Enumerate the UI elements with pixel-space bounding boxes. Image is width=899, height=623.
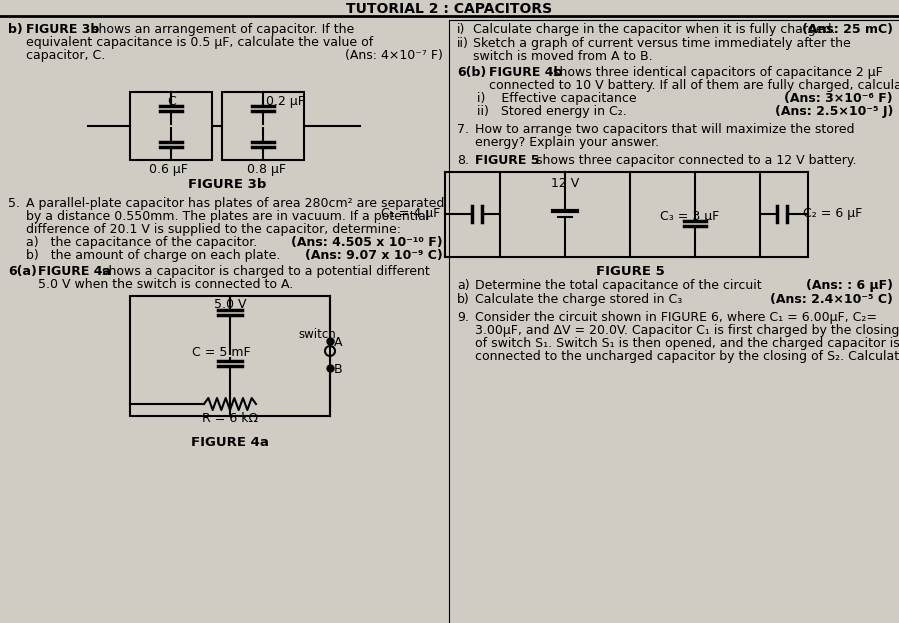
Text: Consider the circuit shown in FIGURE 6, where C₁ = 6.00μF, C₂=: Consider the circuit shown in FIGURE 6, … <box>475 311 877 324</box>
Text: (Ans: 4.505 x 10⁻¹⁰ F): (Ans: 4.505 x 10⁻¹⁰ F) <box>291 236 443 249</box>
Text: C: C <box>167 95 175 108</box>
Text: Calculate the charge stored in C₃: Calculate the charge stored in C₃ <box>475 293 682 306</box>
Text: b)   the amount of charge on each plate.: b) the amount of charge on each plate. <box>26 249 280 262</box>
Text: FIGURE 4b: FIGURE 4b <box>489 66 563 79</box>
Text: FIGURE 3b: FIGURE 3b <box>26 23 99 36</box>
Text: 7.: 7. <box>457 123 469 136</box>
Text: FIGURE 4a: FIGURE 4a <box>191 436 269 449</box>
Text: b): b) <box>457 293 470 306</box>
Text: a): a) <box>457 279 469 292</box>
Text: 8.: 8. <box>457 154 469 167</box>
Text: Determine the total capacitance of the circuit: Determine the total capacitance of the c… <box>475 279 761 292</box>
Text: TUTORIAL 2 : CAPACITORS: TUTORIAL 2 : CAPACITORS <box>346 2 552 16</box>
Text: energy? Explain your answer.: energy? Explain your answer. <box>475 136 659 149</box>
Text: 6(b): 6(b) <box>457 66 486 79</box>
Text: connected to 10 V battery. If all of them are fully charged, calculate: connected to 10 V battery. If all of the… <box>489 79 899 92</box>
Text: (Ans: 9.07 x 10⁻⁹ C): (Ans: 9.07 x 10⁻⁹ C) <box>306 249 443 262</box>
Text: shows a capacitor is charged to a potential different: shows a capacitor is charged to a potent… <box>98 265 430 278</box>
Text: ii)   Stored energy in C₂.: ii) Stored energy in C₂. <box>477 105 627 118</box>
Text: FIGURE 5: FIGURE 5 <box>596 265 664 278</box>
Text: 6(a): 6(a) <box>8 265 37 278</box>
Text: connected to the uncharged capacitor by the closing of S₂. Calculate: connected to the uncharged capacitor by … <box>475 350 899 363</box>
Bar <box>500 172 760 257</box>
Text: 0.2 μF: 0.2 μF <box>266 95 305 108</box>
Text: shows three capacitor connected to a 12 V battery.: shows three capacitor connected to a 12 … <box>532 154 857 167</box>
Text: B: B <box>334 363 343 376</box>
Text: 3.00μF, and ΔV = 20.0V. Capacitor C₁ is first charged by the closing: 3.00μF, and ΔV = 20.0V. Capacitor C₁ is … <box>475 324 899 337</box>
Text: 0.6 μF: 0.6 μF <box>149 163 188 176</box>
Bar <box>130 92 212 160</box>
Text: (Ans: 2.4×10⁻⁵ C): (Ans: 2.4×10⁻⁵ C) <box>770 293 893 306</box>
Text: Calculate charge in the capacitor when it is fully charged.: Calculate charge in the capacitor when i… <box>473 23 835 36</box>
Text: C₂ = 6 μF: C₂ = 6 μF <box>803 207 862 220</box>
Text: C = 5 mF: C = 5 mF <box>192 346 251 359</box>
Text: switch: switch <box>298 328 335 341</box>
Text: equivalent capacitance is 0.5 μF, calculate the value of: equivalent capacitance is 0.5 μF, calcul… <box>26 36 373 49</box>
Text: i)    Effective capacitance: i) Effective capacitance <box>477 92 636 105</box>
Text: R = 6 kΩ: R = 6 kΩ <box>202 412 258 425</box>
Text: (Ans: : 6 μF): (Ans: : 6 μF) <box>806 279 893 292</box>
Text: of switch S₁. Switch S₁ is then opened, and the charged capacitor is: of switch S₁. Switch S₁ is then opened, … <box>475 337 899 350</box>
Text: 5.: 5. <box>8 197 20 210</box>
Text: shows three identical capacitors of capacitance 2 μF: shows three identical capacitors of capa… <box>549 66 883 79</box>
Text: 9.: 9. <box>457 311 469 324</box>
Text: shows an arrangement of capacitor. If the: shows an arrangement of capacitor. If th… <box>88 23 354 36</box>
Text: 0.8 μF: 0.8 μF <box>247 163 286 176</box>
Text: (Ans: 25 mC): (Ans: 25 mC) <box>802 23 893 36</box>
Text: a)   the capacitance of the capacitor.: a) the capacitance of the capacitor. <box>26 236 257 249</box>
Text: (Ans: 2.5×10⁻⁵ J): (Ans: 2.5×10⁻⁵ J) <box>775 105 893 118</box>
Text: (Ans: 4×10⁻⁷ F): (Ans: 4×10⁻⁷ F) <box>345 49 443 62</box>
Text: by a distance 0.550mm. The plates are in vacuum. If a potential: by a distance 0.550mm. The plates are in… <box>26 210 430 223</box>
Text: Sketch a graph of current versus time immediately after the: Sketch a graph of current versus time im… <box>473 37 850 50</box>
Text: capacitor, C.: capacitor, C. <box>26 49 105 62</box>
Text: FIGURE 4a: FIGURE 4a <box>38 265 111 278</box>
Text: FIGURE 5: FIGURE 5 <box>475 154 539 167</box>
Text: switch is moved from A to B.: switch is moved from A to B. <box>473 50 653 63</box>
Bar <box>130 296 330 416</box>
Text: 5.0 V: 5.0 V <box>214 298 246 311</box>
Text: (Ans: 3×10⁻⁶ F): (Ans: 3×10⁻⁶ F) <box>784 92 893 105</box>
Text: 12 V: 12 V <box>551 177 579 190</box>
Bar <box>222 92 304 160</box>
Text: C₃ = 3 μF: C₃ = 3 μF <box>661 210 719 223</box>
Text: ii): ii) <box>457 37 469 50</box>
Text: 5.0 V when the switch is connected to A.: 5.0 V when the switch is connected to A. <box>38 278 293 291</box>
Text: A: A <box>334 336 343 349</box>
Text: difference of 20.1 V is supplied to the capacitor, determine:: difference of 20.1 V is supplied to the … <box>26 223 401 236</box>
Text: How to arrange two capacitors that will maximize the stored: How to arrange two capacitors that will … <box>475 123 855 136</box>
Text: i): i) <box>457 23 466 36</box>
Text: b): b) <box>8 23 22 36</box>
Text: FIGURE 3b: FIGURE 3b <box>188 178 266 191</box>
Text: A parallel-plate capacitor has plates of area 280cm² are separated: A parallel-plate capacitor has plates of… <box>26 197 444 210</box>
Text: C₁ = 4 μF: C₁ = 4 μF <box>381 207 440 220</box>
